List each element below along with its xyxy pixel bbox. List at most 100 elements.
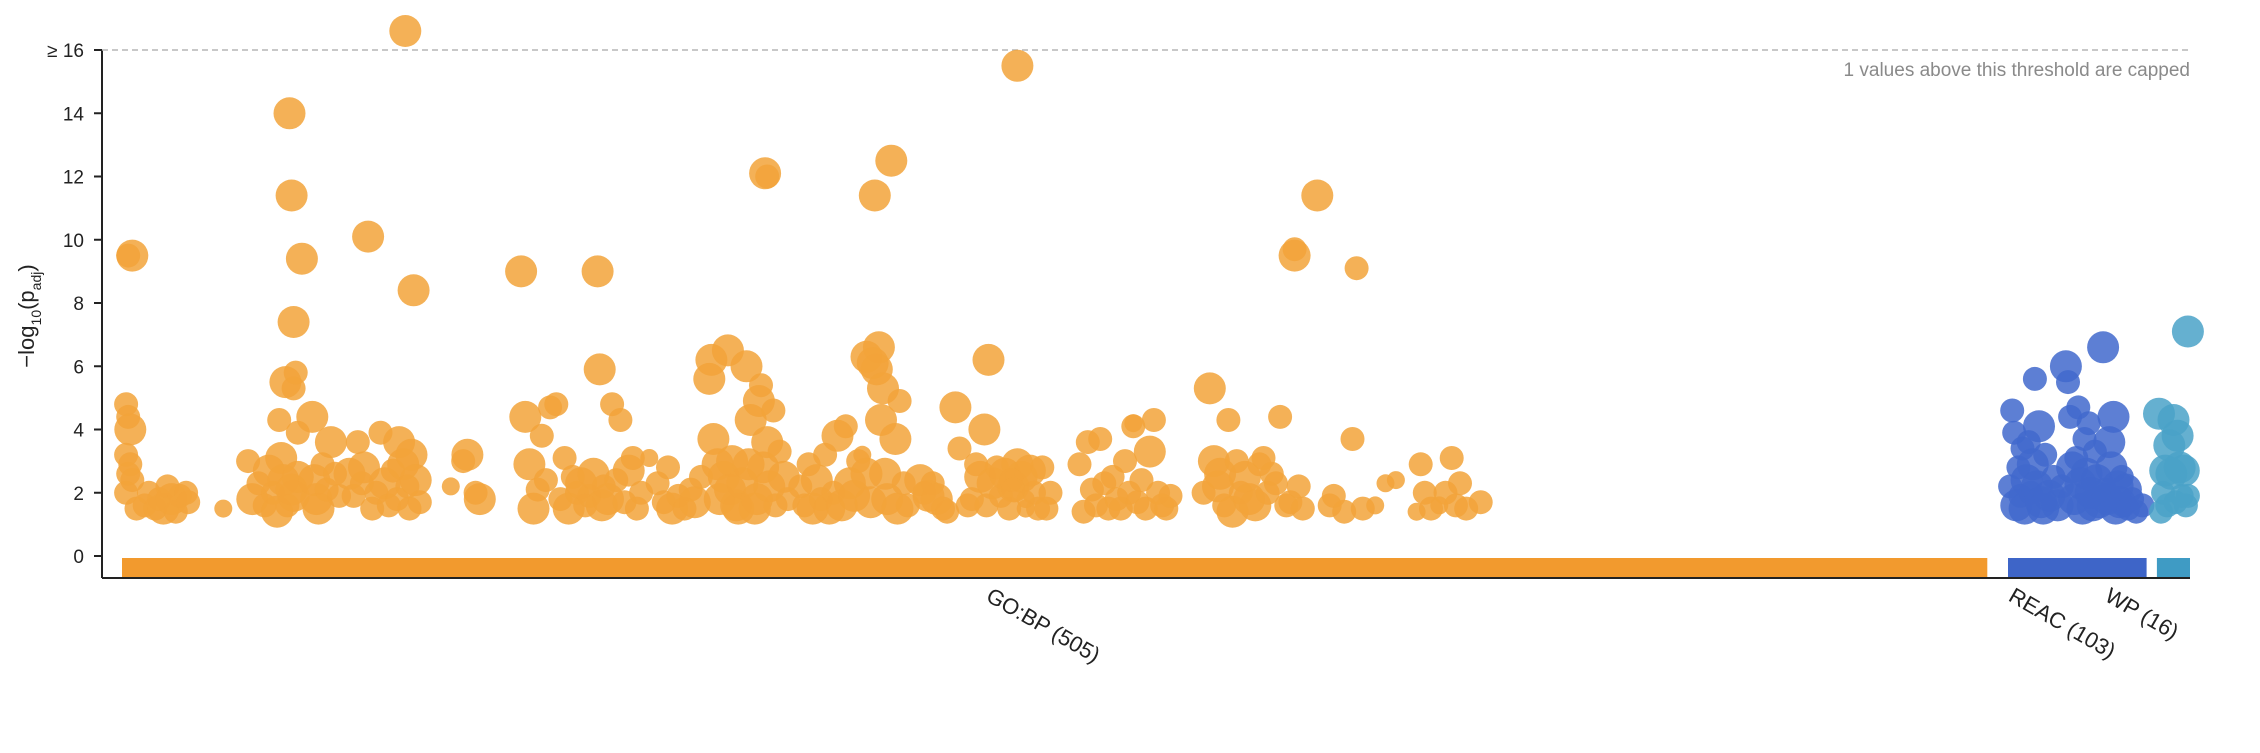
data-point-gobp[interactable]: [678, 486, 711, 519]
data-point-gobp[interactable]: [273, 97, 306, 130]
data-point-gobp[interactable]: [581, 255, 614, 288]
data-point-gobp[interactable]: [441, 477, 460, 496]
data-point-gobp[interactable]: [968, 413, 1001, 446]
data-point-gobp[interactable]: [887, 389, 912, 413]
data-point-gobp[interactable]: [120, 468, 145, 493]
data-point-gobp[interactable]: [862, 331, 895, 364]
data-point-gobp[interactable]: [1344, 256, 1369, 281]
data-point-gobp[interactable]: [749, 373, 773, 398]
data-point-gobp[interactable]: [875, 144, 908, 177]
data-point-gobp[interactable]: [389, 15, 422, 47]
data-point-gobp[interactable]: [1386, 471, 1405, 490]
data-point-gobp[interactable]: [997, 496, 1022, 521]
data-point-gobp[interactable]: [1439, 446, 1464, 470]
data-point-gobp[interactable]: [620, 446, 645, 470]
data-point-gobp[interactable]: [1067, 452, 1092, 477]
data-point-gobp[interactable]: [858, 179, 891, 212]
data-point-gobp[interactable]: [972, 343, 1005, 376]
data-point-gobp[interactable]: [509, 400, 542, 433]
data-point-gobp[interactable]: [1193, 372, 1226, 405]
data-point-gobp[interactable]: [1216, 408, 1241, 432]
data-point-gobp[interactable]: [114, 413, 147, 446]
data-point-gobp[interactable]: [767, 439, 792, 464]
data-point-reac[interactable]: [2076, 411, 2101, 436]
data-point-gobp[interactable]: [1366, 496, 1385, 515]
data-point-gobp[interactable]: [935, 499, 960, 524]
data-point-gobp[interactable]: [395, 438, 428, 471]
data-point-gobp[interactable]: [345, 430, 370, 455]
data-point-gobp[interactable]: [277, 306, 310, 338]
data-point-gobp[interactable]: [529, 423, 554, 448]
data-point-gobp[interactable]: [116, 239, 149, 272]
data-point-reac[interactable]: [2056, 370, 2080, 395]
data-point-gobp[interactable]: [407, 490, 432, 515]
data-point-gobp[interactable]: [730, 350, 763, 383]
data-point-gobp[interactable]: [1340, 427, 1365, 451]
source-bar-wp[interactable]: [2156, 558, 2190, 578]
data-point-gobp[interactable]: [1448, 471, 1472, 496]
data-point-gobp[interactable]: [352, 220, 385, 253]
data-point-gobp[interactable]: [1113, 449, 1137, 474]
data-point-gobp[interactable]: [1141, 408, 1166, 432]
data-point-gobp[interactable]: [608, 408, 633, 432]
data-point-wp[interactable]: [2175, 483, 2200, 508]
data-point-gobp[interactable]: [939, 391, 972, 424]
data-point-gobp[interactable]: [755, 164, 780, 189]
data-point-gobp[interactable]: [1158, 483, 1183, 508]
data-point-gobp[interactable]: [1016, 490, 1035, 509]
data-point-gobp[interactable]: [1121, 414, 1146, 439]
data-point-reac[interactable]: [2000, 398, 2025, 423]
data-point-gobp[interactable]: [1268, 404, 1293, 429]
data-point-gobp[interactable]: [505, 255, 538, 288]
data-point-gobp[interactable]: [640, 449, 659, 467]
data-point-gobp[interactable]: [1001, 49, 1034, 82]
data-point-reac[interactable]: [2023, 410, 2055, 443]
data-point-gobp[interactable]: [314, 426, 347, 459]
data-point-gobp[interactable]: [1290, 496, 1315, 521]
data-point-gobp[interactable]: [1332, 499, 1357, 524]
data-point-wp[interactable]: [2167, 454, 2200, 487]
data-point-gobp[interactable]: [697, 423, 730, 455]
data-point-gobp[interactable]: [656, 455, 680, 480]
data-point-gobp[interactable]: [397, 274, 430, 307]
source-bar-gobp[interactable]: [122, 558, 1988, 578]
data-point-gobp[interactable]: [463, 483, 496, 516]
source-bar-reac[interactable]: [2008, 558, 2147, 578]
data-point-gobp[interactable]: [1030, 455, 1055, 480]
data-point-gobp[interactable]: [285, 242, 318, 275]
data-point-gobp[interactable]: [833, 414, 858, 439]
data-point-gobp[interactable]: [267, 408, 292, 432]
data-point-reac[interactable]: [2022, 366, 2047, 391]
data-point-gobp[interactable]: [176, 490, 201, 515]
data-point-gobp[interactable]: [451, 438, 484, 471]
data-point-gobp[interactable]: [1088, 427, 1113, 451]
data-point-gobp[interactable]: [1038, 480, 1063, 505]
data-point-gobp[interactable]: [1286, 474, 1311, 499]
data-point-reac[interactable]: [2130, 493, 2155, 518]
data-point-gobp[interactable]: [1263, 471, 1288, 496]
data-point-gobp[interactable]: [399, 464, 432, 497]
data-point-gobp[interactable]: [1468, 490, 1493, 515]
data-point-reac[interactable]: [2097, 400, 2130, 433]
data-point-wp[interactable]: [2171, 315, 2204, 348]
data-point-wp[interactable]: [2161, 419, 2194, 452]
data-point-gobp[interactable]: [947, 436, 972, 461]
data-point-gobp[interactable]: [583, 353, 616, 386]
data-point-gobp[interactable]: [544, 392, 569, 417]
data-point-gobp[interactable]: [879, 423, 912, 455]
data-point-gobp[interactable]: [296, 400, 329, 433]
data-point-gobp[interactable]: [761, 398, 786, 423]
data-point-gobp[interactable]: [275, 179, 308, 212]
data-point-gobp[interactable]: [1129, 468, 1154, 493]
data-point-gobp[interactable]: [552, 446, 577, 470]
data-point-reac[interactable]: [2093, 426, 2126, 459]
data-point-reac[interactable]: [2087, 331, 2120, 364]
data-point-gobp[interactable]: [1133, 435, 1166, 468]
data-point-gobp[interactable]: [1282, 237, 1307, 262]
data-point-gobp[interactable]: [533, 468, 558, 493]
data-point-gobp[interactable]: [214, 499, 233, 518]
data-point-reac[interactable]: [2033, 442, 2058, 467]
data-point-gobp[interactable]: [1301, 179, 1334, 212]
data-point-gobp[interactable]: [283, 360, 308, 385]
data-point-gobp[interactable]: [1408, 452, 1433, 477]
